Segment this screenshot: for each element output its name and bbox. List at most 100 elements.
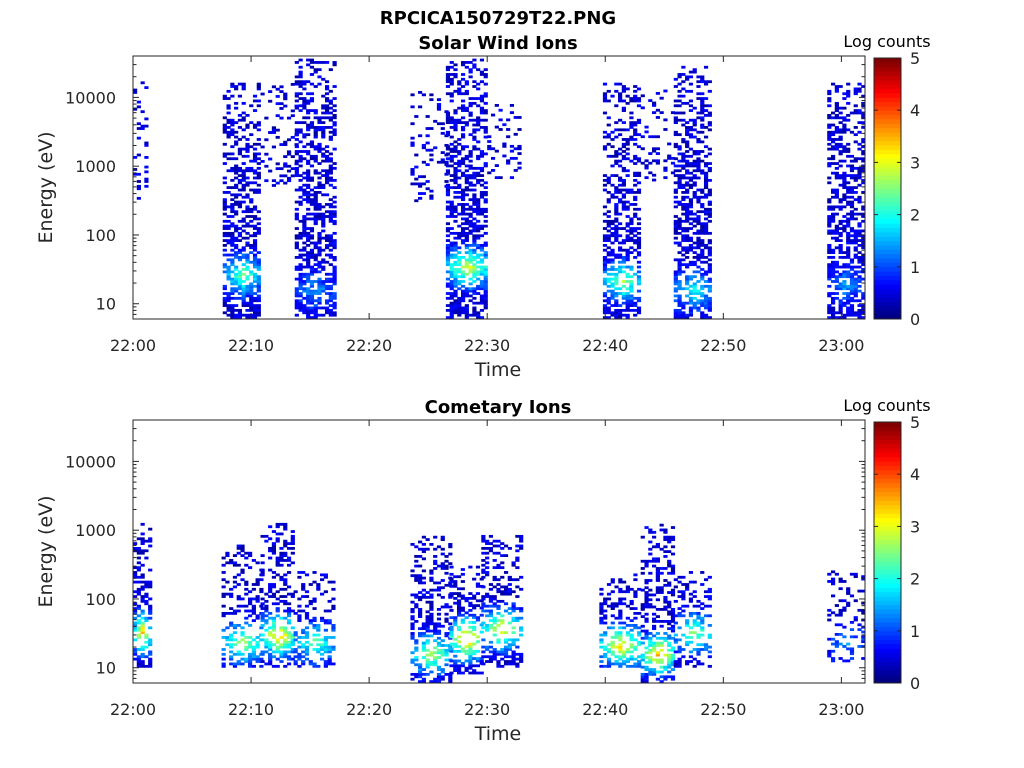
spectrogram-cell bbox=[475, 635, 481, 639]
spectrogram-cell bbox=[468, 657, 473, 660]
spectrogram-cell bbox=[260, 602, 265, 606]
spectrogram-cell bbox=[606, 662, 612, 666]
spectrogram-cell bbox=[256, 277, 261, 281]
spectrogram-cell bbox=[677, 181, 682, 185]
spectrogram-cell bbox=[677, 94, 682, 98]
spectrogram-cell bbox=[453, 661, 458, 665]
spectrogram-cell bbox=[245, 138, 250, 141]
spectrogram-cell bbox=[685, 203, 690, 206]
spectrogram-cell bbox=[222, 123, 227, 127]
spectrogram-cell bbox=[827, 123, 832, 127]
spectrogram-cell bbox=[483, 82, 488, 86]
spectrogram-cell bbox=[309, 265, 315, 269]
spectrogram-cell bbox=[663, 668, 668, 671]
spectrogram-cell bbox=[838, 183, 843, 187]
spectrogram-cell bbox=[245, 313, 250, 317]
spectrogram-cell bbox=[838, 275, 843, 279]
spectrogram-cell bbox=[328, 205, 333, 209]
spectrogram-cell bbox=[468, 592, 473, 595]
spectrogram-cell bbox=[237, 178, 243, 182]
spectrogram-cell bbox=[614, 154, 619, 158]
spectrogram-cell bbox=[625, 138, 630, 141]
spectrogram-cell bbox=[457, 203, 462, 206]
spectrogram-cell bbox=[834, 130, 839, 134]
spectrogram-cell bbox=[475, 572, 481, 576]
spectrogram-cell bbox=[302, 304, 307, 307]
spectrogram-cell bbox=[306, 258, 311, 262]
spectrogram-cell bbox=[230, 210, 235, 214]
spectrogram-cell bbox=[677, 174, 682, 177]
spectrogram-cell bbox=[410, 615, 415, 619]
spectrogram-cell bbox=[659, 588, 664, 592]
spectrogram-cell bbox=[332, 296, 337, 300]
spectrogram-cell bbox=[264, 179, 269, 183]
spectrogram-cell bbox=[279, 522, 284, 526]
spectrogram-cell bbox=[317, 263, 322, 267]
spectrogram-cell bbox=[857, 316, 862, 319]
axes: 22:00 22:10 22:20 22:30 22:40 22:50 23:0010100… bbox=[65, 55, 865, 355]
spectrogram-cell bbox=[445, 145, 451, 149]
spectrogram-cell bbox=[433, 663, 438, 667]
spectrogram-cell bbox=[414, 579, 419, 582]
spectrogram-cell bbox=[421, 656, 426, 659]
spectrogram-cell bbox=[301, 583, 306, 586]
spectrogram-cell bbox=[309, 268, 315, 271]
spectrogram-cell bbox=[245, 142, 250, 146]
spectrogram-cell bbox=[245, 181, 250, 185]
spectrogram-cell bbox=[324, 253, 330, 257]
spectrogram-cell bbox=[483, 92, 488, 96]
spectrogram-cell bbox=[509, 149, 515, 153]
spectrogram-cell bbox=[618, 599, 623, 603]
spectrogram-cell bbox=[685, 229, 690, 233]
spectrogram-cell bbox=[476, 284, 481, 288]
spectrogram-cell bbox=[304, 652, 310, 656]
spectrogram-cell bbox=[453, 147, 458, 151]
spectrogram-cell bbox=[472, 664, 477, 668]
spectrogram-cell bbox=[861, 253, 866, 257]
spectrogram-cell bbox=[252, 280, 258, 283]
spectrogram-cell bbox=[241, 135, 246, 139]
spectrogram-cell bbox=[260, 633, 265, 637]
spectrogram-cell bbox=[317, 301, 322, 305]
spectrogram-cell bbox=[507, 645, 512, 649]
spectrogram-cell bbox=[490, 113, 496, 117]
spectrogram-cell bbox=[418, 672, 423, 676]
spectrogram-cell bbox=[440, 675, 445, 679]
spectrogram-cell bbox=[464, 649, 469, 653]
spectrogram-cell bbox=[625, 128, 630, 132]
spectrogram-cell bbox=[838, 306, 843, 310]
spectrogram-cell bbox=[309, 241, 315, 245]
spectrogram-cell bbox=[136, 614, 141, 618]
spectrogram-cell bbox=[629, 587, 634, 591]
spectrogram-cell bbox=[271, 585, 277, 589]
spectrogram-cell bbox=[652, 670, 657, 674]
spectrogram-cell bbox=[306, 198, 311, 202]
spectrogram-cell bbox=[306, 294, 311, 298]
spectrogram-cell bbox=[625, 142, 630, 146]
spectrogram-cell bbox=[321, 193, 326, 197]
spectrogram-cell bbox=[633, 212, 638, 216]
spectrogram-cell bbox=[298, 70, 303, 74]
spectrogram-cell bbox=[853, 231, 858, 235]
spectrogram-cell bbox=[133, 609, 138, 613]
spectrogram-cell bbox=[264, 534, 269, 538]
spectrogram-cell bbox=[298, 263, 303, 267]
spectrogram-cell bbox=[241, 85, 246, 88]
spectrogram-cell bbox=[460, 128, 466, 132]
spectrogram-cell bbox=[519, 537, 524, 541]
spectrogram-cell bbox=[410, 600, 415, 604]
spectrogram-cell bbox=[302, 191, 307, 194]
spectrogram-cell bbox=[298, 203, 303, 206]
spectrogram-cell bbox=[849, 313, 855, 317]
spectrogram-cell bbox=[324, 97, 330, 100]
spectrogram-cell bbox=[323, 638, 328, 642]
spectrogram-cell bbox=[503, 609, 509, 613]
spectrogram-cell bbox=[503, 602, 509, 606]
spectrogram-cell bbox=[237, 219, 243, 223]
spectrogram-cell bbox=[324, 287, 330, 291]
spectrogram-cell bbox=[827, 251, 832, 255]
spectrogram-cell bbox=[827, 138, 832, 141]
spectrogram-cell bbox=[252, 215, 258, 218]
spectrogram-cell bbox=[264, 609, 269, 613]
spectrogram-cell bbox=[625, 94, 630, 98]
